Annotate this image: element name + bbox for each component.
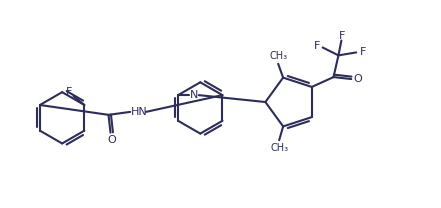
- Text: F: F: [65, 87, 72, 97]
- Text: O: O: [354, 74, 363, 84]
- Text: F: F: [339, 31, 346, 41]
- Text: F: F: [360, 47, 366, 57]
- Text: O: O: [107, 135, 116, 145]
- Text: F: F: [314, 41, 320, 51]
- Text: CH₃: CH₃: [269, 51, 287, 61]
- Text: N: N: [190, 90, 198, 100]
- Text: HN: HN: [131, 107, 147, 117]
- Text: CH₃: CH₃: [270, 143, 288, 153]
